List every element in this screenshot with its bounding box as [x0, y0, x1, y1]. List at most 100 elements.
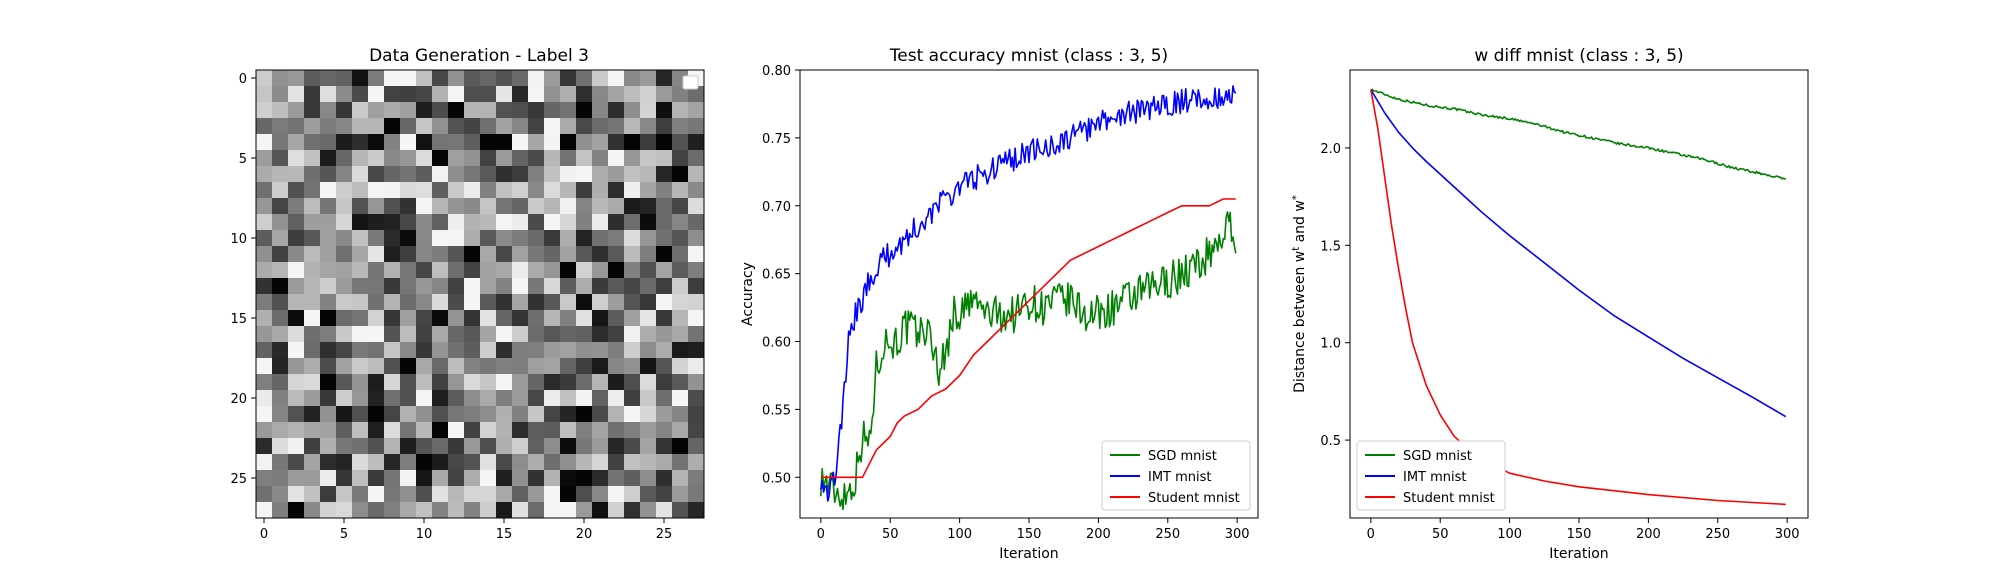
heatmap-cell: [592, 150, 609, 167]
heatmap-cell: [448, 230, 465, 247]
heatmap-cell: [464, 454, 481, 471]
heatmap-cell: [432, 150, 449, 167]
heatmap-cell: [560, 166, 577, 183]
heatmap-cell: [688, 502, 705, 519]
heatmap-cell: [560, 278, 577, 295]
heatmap-cell: [624, 310, 641, 327]
heatmap-cell: [592, 182, 609, 199]
heatmap-cell: [304, 166, 321, 183]
heatmap-cell: [608, 470, 625, 487]
heatmap-cell: [400, 294, 417, 311]
heatmap-cell: [592, 118, 609, 135]
heatmap-cell: [656, 454, 673, 471]
heatmap-cell: [320, 182, 337, 199]
heatmap-cell: [320, 262, 337, 279]
heatmap-cell: [480, 502, 497, 519]
heatmap-cell: [624, 326, 641, 343]
wdiff-x-tick-label: 300: [1775, 527, 1800, 542]
heatmap-cell: [352, 454, 369, 471]
heatmap-cell: [464, 374, 481, 391]
heatmap-x-tick-label: 0: [260, 527, 268, 542]
heatmap-cell: [672, 150, 689, 167]
heatmap-cell: [544, 230, 561, 247]
heatmap-cell: [304, 102, 321, 119]
heatmap-cell: [576, 486, 593, 503]
heatmap-cell: [512, 502, 529, 519]
heatmap-cell: [560, 70, 577, 87]
heatmap-cell: [352, 470, 369, 487]
heatmap-cell: [656, 326, 673, 343]
heatmap-cell: [288, 118, 305, 135]
heatmap-cell: [608, 86, 625, 103]
heatmap-cell: [592, 390, 609, 407]
heatmap-cell: [672, 310, 689, 327]
heatmap-cell: [464, 406, 481, 423]
heatmap-cell: [336, 182, 353, 199]
heatmap-cell: [272, 262, 289, 279]
heatmap-cell: [672, 118, 689, 135]
heatmap-cell: [432, 246, 449, 263]
heatmap-cell: [640, 422, 657, 439]
heatmap-cell: [256, 486, 273, 503]
heatmap-cell: [256, 374, 273, 391]
heatmap-cell: [368, 86, 385, 103]
heatmap-cell: [272, 470, 289, 487]
heatmap-cell: [528, 406, 545, 423]
heatmap-cell: [352, 198, 369, 215]
heatmap-cell: [576, 150, 593, 167]
heatmap-cell: [336, 102, 353, 119]
heatmap-cell: [272, 454, 289, 471]
heatmap-cell: [480, 150, 497, 167]
heatmap-cell: [464, 246, 481, 263]
heatmap-cell: [288, 326, 305, 343]
heatmap-cell: [288, 406, 305, 423]
wdiff-x-tick-label: 150: [1567, 527, 1592, 542]
heatmap-cell: [320, 438, 337, 455]
heatmap-cell: [352, 134, 369, 151]
heatmap-cell: [432, 102, 449, 119]
heatmap-y-tick-label: 15: [230, 312, 247, 327]
heatmap-cell: [592, 230, 609, 247]
heatmap-cell: [576, 390, 593, 407]
heatmap-cell: [656, 342, 673, 359]
heatmap-cell: [608, 118, 625, 135]
heatmap-cell: [576, 86, 593, 103]
heatmap-cell: [256, 438, 273, 455]
heatmap-cell: [624, 278, 641, 295]
heatmap-cell: [288, 214, 305, 231]
heatmap-cell: [480, 374, 497, 391]
heatmap-cell: [640, 150, 657, 167]
heatmap-cell: [512, 246, 529, 263]
heatmap-cell: [560, 422, 577, 439]
heatmap-cells: [256, 70, 705, 519]
heatmap-cell: [352, 278, 369, 295]
heatmap-cell: [512, 182, 529, 199]
heatmap-cell: [416, 182, 433, 199]
heatmap-cell: [400, 326, 417, 343]
heatmap-cell: [336, 470, 353, 487]
heatmap-cell: [352, 358, 369, 375]
heatmap-cell: [448, 406, 465, 423]
heatmap-cell: [368, 486, 385, 503]
heatmap-cell: [400, 182, 417, 199]
heatmap-cell: [576, 246, 593, 263]
heatmap-cell: [272, 438, 289, 455]
heatmap-cell: [544, 86, 561, 103]
heatmap-cell: [336, 422, 353, 439]
heatmap-cell: [432, 342, 449, 359]
heatmap-cell: [432, 278, 449, 295]
heatmap-cell: [432, 134, 449, 151]
heatmap-cell: [320, 166, 337, 183]
heatmap-cell: [304, 198, 321, 215]
wdiff-legend-box: [1356, 440, 1506, 511]
heatmap-cell: [432, 422, 449, 439]
heatmap-cell: [320, 502, 337, 519]
heatmap-cell: [272, 246, 289, 263]
heatmap-cell: [368, 454, 385, 471]
heatmap-cell: [384, 262, 401, 279]
accuracy-x-ticks: 0 50 100 150 200 250 300: [817, 518, 1250, 542]
heatmap-cell: [400, 342, 417, 359]
heatmap-cell: [592, 246, 609, 263]
heatmap-cell: [368, 502, 385, 519]
heatmap-cell: [320, 118, 337, 135]
